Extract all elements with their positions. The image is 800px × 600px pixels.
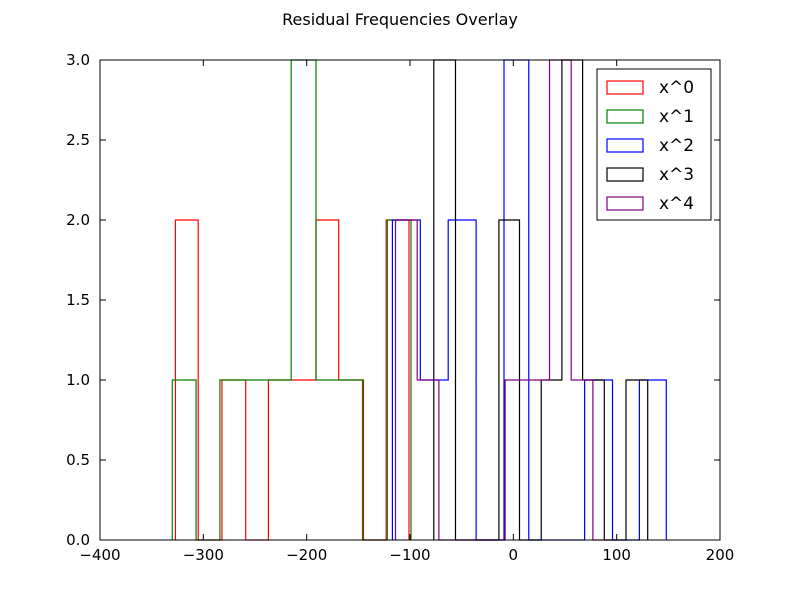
- legend-swatch: [606, 109, 644, 124]
- y-tick-label: 0.0: [66, 531, 90, 549]
- series-layer: [171, 59, 667, 541]
- histogram-series-1: [171, 59, 412, 541]
- y-tick-label: 3.0: [66, 51, 90, 69]
- legend-label: x^4: [659, 194, 694, 214]
- histogram-series-4: [394, 59, 616, 541]
- y-tick-label: 1.0: [66, 371, 90, 389]
- x-tick-label: 0: [509, 546, 519, 564]
- x-tick-label: −300: [183, 546, 224, 564]
- axes-layer: −400 −300 −200 −100 0 100 200 0.0 0.5 1.0 1.5 2.0 2.…: [66, 51, 734, 564]
- legend-label: x^0: [659, 78, 694, 98]
- legend-swatch: [606, 196, 644, 211]
- chart-title: Residual Frequencies Overlay: [282, 10, 518, 29]
- x-tick-label: −100: [389, 546, 430, 564]
- legend-label: x^1: [659, 107, 694, 127]
- legend-label: x^3: [659, 165, 694, 185]
- legend-label: x^2: [659, 136, 694, 156]
- legend-swatch: [606, 80, 644, 95]
- x-tick-label: −400: [79, 546, 120, 564]
- x-tick-label: −200: [286, 546, 327, 564]
- x-tick-label: 100: [602, 546, 631, 564]
- legend-swatch: [606, 167, 644, 182]
- histogram-series-0: [174, 219, 410, 541]
- legend-swatch: [606, 138, 644, 153]
- y-tick-label: 0.5: [66, 451, 90, 469]
- y-tick-label: 2.5: [66, 131, 90, 149]
- y-tick-label: 1.5: [66, 291, 90, 309]
- x-tick-label: 200: [706, 546, 735, 564]
- legend: x^0 x^1 x^2 x^3 x^4: [596, 68, 712, 221]
- y-tick-label: 2.0: [66, 211, 90, 229]
